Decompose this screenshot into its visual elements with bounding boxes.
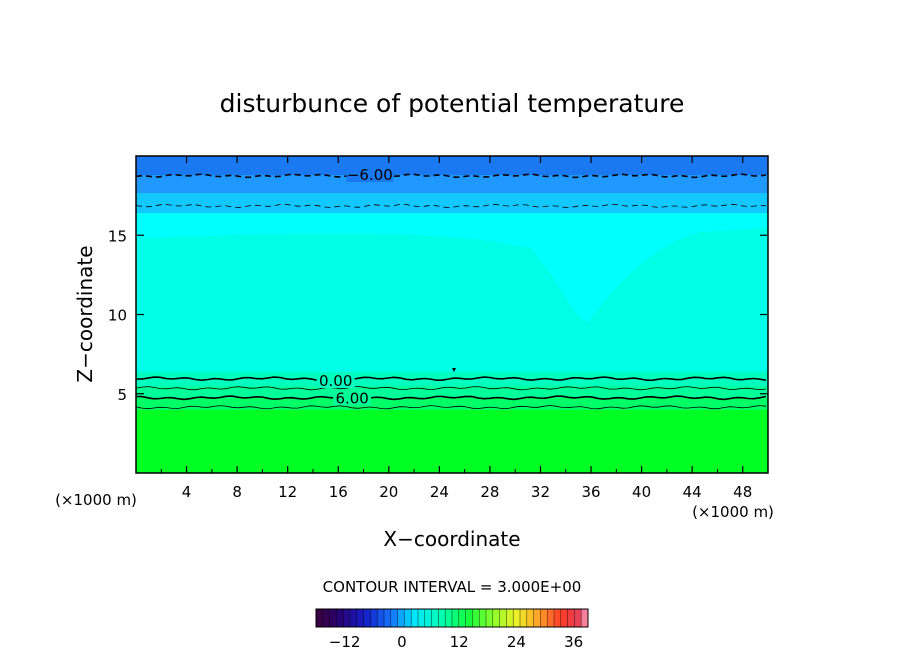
colorbar-swatch <box>506 609 514 627</box>
colorbar-swatch <box>499 609 507 627</box>
contour-fill-light-green <box>136 398 768 410</box>
x-tick-label: 44 <box>683 483 702 501</box>
colorbar-swatch <box>520 609 528 627</box>
y-tick-label: 10 <box>108 307 127 325</box>
x-tick-label: 48 <box>733 483 752 501</box>
x-axis: 4 8 12 16 20 24 28 32 36 40 44 48 <box>160 156 752 501</box>
colorbar-swatch <box>492 609 500 627</box>
colorbar-frame <box>315 608 589 628</box>
y-axis: 5 10 15 <box>108 227 768 404</box>
x-tick-label: 12 <box>278 483 297 501</box>
x-tick-label: 40 <box>632 483 651 501</box>
contour-lines <box>136 173 767 410</box>
colorbar-swatch <box>363 609 371 627</box>
colorbar-tick-label: 0 <box>397 633 407 651</box>
colorbar-swatch <box>526 609 534 627</box>
colorbar-swatch <box>445 609 453 627</box>
y-axis-label: Z−coordinate <box>73 245 97 382</box>
colorbar-swatch <box>377 609 385 627</box>
contour-blob <box>452 368 456 372</box>
contour-line-level-9 <box>136 405 767 410</box>
colorbar-swatch <box>418 609 426 627</box>
colorbar-swatch <box>452 609 460 627</box>
colorbar: −12 0 12 24 36 <box>315 608 589 651</box>
contour-fill-green <box>136 410 768 473</box>
contour-interval-label: CONTOUR INTERVAL = 3.000E+00 <box>323 578 582 596</box>
colorbar-swatch <box>581 609 589 627</box>
colorbar-swatch <box>329 609 337 627</box>
contour-fill-top <box>136 156 768 175</box>
plot-area <box>136 156 768 473</box>
colorbar-swatch <box>343 609 351 627</box>
contour-line-level-6 <box>136 395 767 401</box>
contour-line-level-0 <box>136 376 767 382</box>
contour-fill-upper-blue <box>136 175 768 193</box>
chart-title: disturbunce of potential temperature <box>220 89 685 118</box>
colorbar-swatch <box>479 609 487 627</box>
contour-fill-aqua <box>136 228 768 372</box>
x-unit-label-right: (×1000 m) <box>692 503 774 521</box>
colorbar-swatch <box>458 609 466 627</box>
colorbar-swatch <box>431 609 439 627</box>
contour-label-bg <box>333 390 372 406</box>
contour-labels: −6.00 0.006.00 <box>316 166 394 408</box>
x-axis-label: X−coordinate <box>383 527 520 551</box>
contour-label-bg <box>316 373 355 389</box>
colorbar-swatch <box>370 609 378 627</box>
contour-line-level-minus-6 <box>136 173 767 179</box>
colorbar-swatch <box>465 609 473 627</box>
x-tick-label: 4 <box>182 483 192 501</box>
x-tick-label: 8 <box>232 483 242 501</box>
contour-fill-sky <box>136 193 768 213</box>
colorbar-swatch <box>472 609 480 627</box>
contour-label: −6.00 <box>347 166 393 184</box>
x-unit-label-left: (×1000 m) <box>55 491 137 509</box>
colorbar-swatch <box>384 609 392 627</box>
colorbar-swatch <box>397 609 405 627</box>
colorbar-swatch <box>486 609 494 627</box>
colorbar-swatch <box>540 609 548 627</box>
colorbar-swatch <box>316 609 324 627</box>
colorbar-tick-label: −12 <box>329 633 361 651</box>
colorbar-swatch <box>404 609 412 627</box>
y-tick-label: 5 <box>117 386 127 404</box>
colorbar-swatch <box>411 609 419 627</box>
colorbar-swatch <box>390 609 398 627</box>
colorbar-swatch <box>438 609 446 627</box>
colorbar-tick-label: 36 <box>564 633 583 651</box>
contour-label: 0.00 <box>319 372 352 390</box>
colorbar-swatch <box>567 609 575 627</box>
x-tick-label: 36 <box>581 483 600 501</box>
x-tick-label: 32 <box>531 483 550 501</box>
x-tick-label: 24 <box>430 483 449 501</box>
colorbar-swatch <box>356 609 364 627</box>
x-tick-label: 20 <box>379 483 398 501</box>
contour-line-level-minus-3 <box>136 203 767 209</box>
contour-line-level-3 <box>136 386 767 391</box>
colorbar-swatch <box>554 609 562 627</box>
colorbar-swatch <box>350 609 358 627</box>
contour-label-bg <box>346 167 394 183</box>
x-tick-label: 28 <box>480 483 499 501</box>
contour-label: 6.00 <box>335 390 368 408</box>
colorbar-swatch <box>424 609 432 627</box>
colorbar-tick-label: 12 <box>450 633 469 651</box>
colorbar-swatch <box>322 609 330 627</box>
y-tick-label: 15 <box>108 227 127 245</box>
x-tick-label: 16 <box>329 483 348 501</box>
colorbar-swatch <box>336 609 344 627</box>
colorbar-tick-label: 24 <box>507 633 526 651</box>
colorbar-swatch <box>574 609 582 627</box>
colorbar-swatch <box>560 609 568 627</box>
colorbar-swatch <box>547 609 555 627</box>
colorbar-swatch <box>533 609 541 627</box>
colorbar-swatch <box>513 609 521 627</box>
